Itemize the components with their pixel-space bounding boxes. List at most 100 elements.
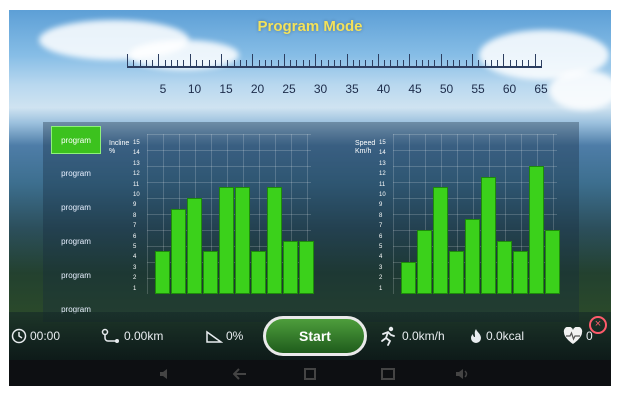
speed-bar (481, 176, 496, 294)
ruler-tick (296, 60, 298, 68)
ruler-tick (133, 60, 135, 68)
speed-bar (513, 251, 528, 294)
ruler-tick (152, 60, 154, 68)
ruler-tick (409, 54, 411, 68)
speed-y-label: 1 (379, 285, 383, 292)
page-title: Program Mode (257, 18, 363, 35)
incline-chart (147, 134, 314, 294)
ruler-tick (346, 54, 348, 68)
ruler-tick (509, 60, 511, 68)
home-icon[interactable] (303, 367, 317, 385)
ruler-label: 30 (313, 82, 328, 96)
time-value: 00:00 (30, 329, 61, 343)
program-item-3[interactable]: program (61, 203, 91, 212)
ruler-tick (283, 54, 285, 68)
ruler-tick (371, 60, 373, 68)
program-item-6[interactable]: program (61, 305, 91, 314)
ruler-tick (390, 60, 392, 68)
incline-value: 0% (226, 329, 244, 343)
flame-icon (469, 328, 483, 344)
ruler-label: 50 (439, 82, 454, 96)
time-ruler-labels: 5 10 15 20 25 30 35 40 45 50 55 60 65 (127, 82, 548, 98)
volume-icon[interactable] (159, 367, 173, 385)
ruler-label: 40 (376, 82, 391, 96)
ruler-label: 25 (282, 82, 296, 96)
speed-y-label: 3 (379, 264, 383, 271)
ruler-tick (290, 60, 292, 68)
ruler-tick (271, 60, 273, 68)
speed-y-label: 6 (379, 233, 383, 240)
ruler-tick (484, 60, 486, 68)
volume-up-icon[interactable] (455, 367, 469, 385)
time-ruler-ticks (127, 52, 542, 68)
ruler-label: 55 (471, 82, 485, 96)
ruler-tick (503, 54, 505, 68)
runner-icon (377, 326, 399, 346)
ruler-tick (446, 60, 448, 68)
ruler-tick (246, 60, 248, 68)
speed-bar (465, 219, 480, 294)
clock-icon (11, 328, 27, 344)
incline-y-label: 9 (133, 202, 137, 209)
speed-bar (545, 230, 560, 294)
program-item-5[interactable]: program (61, 271, 91, 280)
speed-bar (529, 166, 544, 294)
close-icon[interactable]: × (589, 316, 607, 334)
incline-y-axis: 15 14 13 12 11 10 9 8 7 6 5 4 3 2 1 (133, 130, 143, 300)
calories-stat: 0.0kcal (469, 312, 524, 360)
incline-y-label: 5 (133, 244, 137, 250)
incline-bar (203, 251, 218, 294)
speed-y-label: 13 (379, 160, 386, 167)
distance-stat: 0.00km (101, 312, 163, 360)
ruler-label: 35 (345, 82, 359, 96)
speed-axis-title: Speed Km/h (355, 140, 376, 155)
incline-bar (219, 187, 234, 294)
ruler-tick (515, 60, 517, 68)
incline-y-label: 15 (133, 140, 140, 146)
ruler-tick (352, 60, 354, 68)
ruler-tick (434, 60, 436, 68)
ruler-tick (170, 60, 172, 68)
calories-value: 0.0kcal (486, 329, 525, 343)
speed-y-label: 8 (379, 212, 383, 219)
start-button[interactable]: Start (263, 316, 367, 356)
incline-axis-title: Incline % (109, 140, 130, 155)
ruler-tick (428, 60, 430, 68)
speed-y-label: 7 (379, 223, 383, 230)
program-item-4[interactable]: program (61, 237, 91, 246)
ruler-tick (308, 60, 310, 68)
ruler-label: 5 (159, 82, 167, 96)
ruler-tick (302, 60, 304, 68)
incline-bar (251, 251, 266, 294)
speed-value: 0.0km/h (402, 329, 445, 343)
ruler-tick (158, 54, 160, 68)
ruler-tick (233, 60, 235, 68)
incline-stat: 0% (205, 312, 243, 360)
ruler-tick (384, 60, 386, 68)
incline-y-label: 11 (133, 181, 140, 188)
recent-apps-icon[interactable] (381, 367, 395, 385)
heart-stat: 0 (563, 312, 593, 360)
app-screen: Program Mode 5 10 15 20 25 30 35 40 45 50 55 60 65 p… (9, 10, 611, 386)
ruler-tick (327, 60, 329, 68)
program-item-1[interactable]: program (51, 126, 101, 154)
program-item-2[interactable]: program (61, 169, 91, 178)
ruler-tick (478, 60, 480, 68)
ruler-tick (258, 60, 260, 68)
ruler-tick (277, 60, 279, 68)
ruler-tick (239, 60, 241, 68)
incline-y-label: 14 (133, 150, 140, 157)
ruler-tick (415, 60, 417, 68)
speed-y-label: 10 (379, 192, 386, 198)
ruler-label: 65 (534, 82, 548, 96)
incline-bar (235, 187, 250, 294)
incline-y-label: 6 (133, 233, 137, 240)
speed-chart (393, 134, 560, 294)
ruler-tick (534, 54, 536, 68)
speed-y-axis: 15 14 13 12 11 10 9 8 7 6 5 4 3 2 1 (379, 130, 389, 300)
back-icon[interactable] (232, 367, 247, 385)
stats-bar: 00:00 0.00km 0% Start 0.0km/h 0.0kcal (9, 312, 611, 360)
speed-stat: 0.0km/h (377, 312, 445, 360)
heart-value: 0 (586, 329, 593, 343)
speed-bar (401, 262, 416, 294)
